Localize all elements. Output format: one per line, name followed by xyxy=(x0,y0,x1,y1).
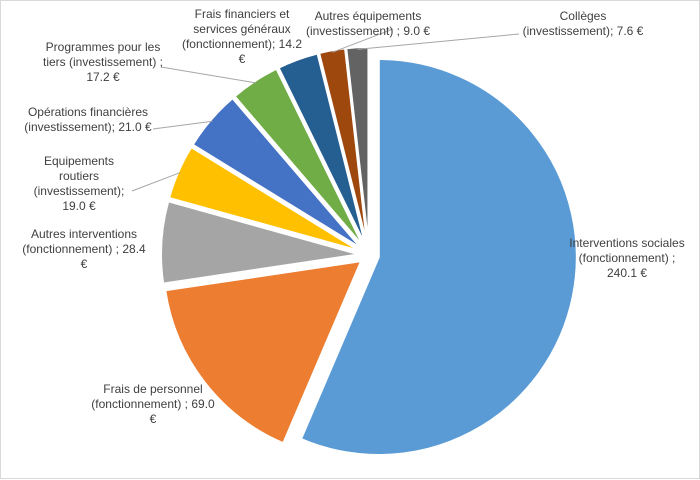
pie-slice-2 xyxy=(160,200,360,285)
leader-line-8 xyxy=(357,33,520,50)
pie-slice-0 xyxy=(299,58,578,456)
slice-label-colleges: Collèges (investissement); 7.6 € xyxy=(522,9,644,38)
leader-line-4 xyxy=(152,120,213,130)
pie-slice-4 xyxy=(191,96,363,250)
leader-line-7 xyxy=(332,28,394,53)
leader-line-3 xyxy=(131,172,181,192)
slice-label-programmes-pour-les-tiers: Programmes pour les tiers (investissemen… xyxy=(42,40,164,84)
slice-label-autres-equipements: Autres équipements (investissement) ; 9.… xyxy=(305,9,431,38)
pie-slice-1 xyxy=(164,259,363,445)
slice-label-operations-financieres: Opérations financières (investissement);… xyxy=(24,105,152,134)
leader-line-5 xyxy=(160,66,256,84)
pie-slice-7 xyxy=(317,47,369,246)
slice-label-interventions-sociales: Interventions sociales (fonctionnement) … xyxy=(569,236,685,280)
pie-slice-3 xyxy=(167,145,361,252)
slice-label-frais-financiers: Frais financiers et services généraux (f… xyxy=(181,7,303,66)
slice-label-autres-interventions: Autres interventions (fonctionnement) ; … xyxy=(22,227,146,271)
pie-slice-6 xyxy=(277,52,367,247)
slice-label-frais-de-personnel: Frais de personnel (fonctionnement) ; 69… xyxy=(91,382,215,426)
slice-label-equipements-routiers: Equipements routiers (investissement); 1… xyxy=(33,154,125,213)
pie-slice-8 xyxy=(345,46,370,246)
pie-slice-5 xyxy=(233,67,365,248)
